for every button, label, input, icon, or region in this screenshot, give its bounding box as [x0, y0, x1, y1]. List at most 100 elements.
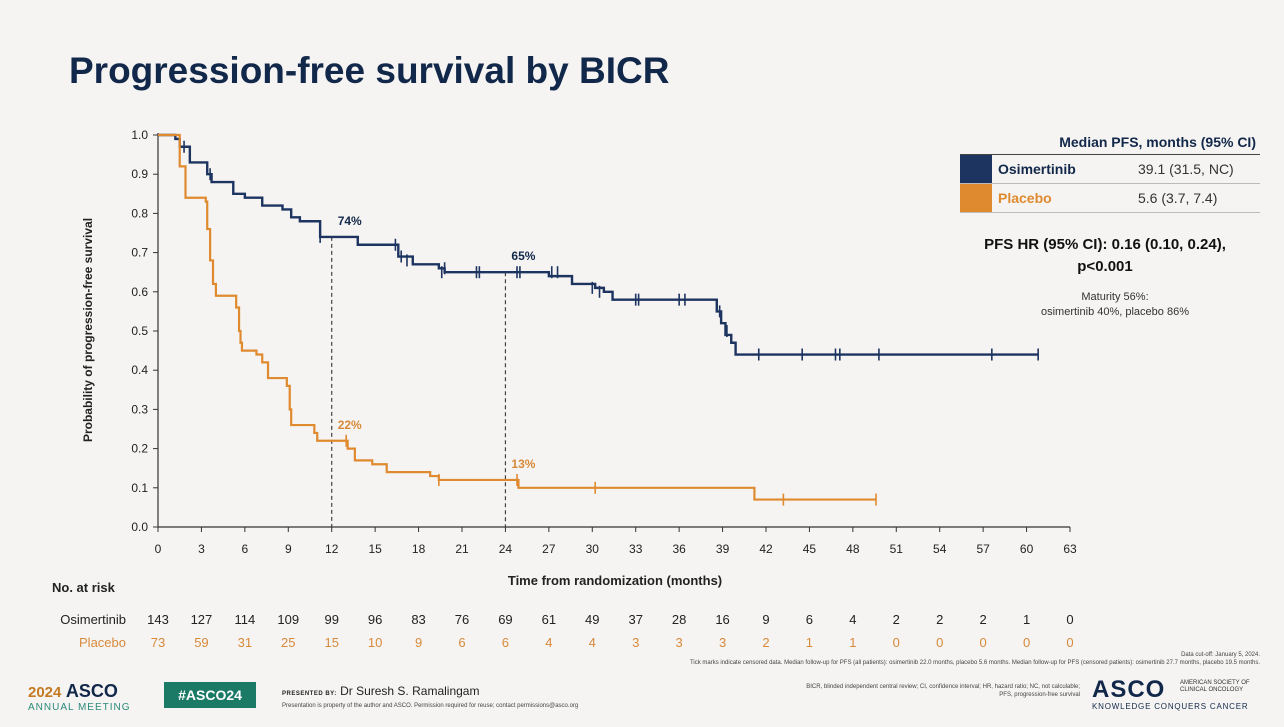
- asco-society-text: AMERICAN SOCIETY OF CLINICAL ONCOLOGY: [1180, 680, 1260, 694]
- risk-count: 15: [324, 635, 338, 650]
- y-tick-label: 0.8: [131, 206, 148, 220]
- legend-name: Osimertinib: [998, 161, 1076, 177]
- x-tick-label: 63: [1063, 542, 1077, 556]
- x-tick-label: 51: [890, 542, 904, 556]
- risk-count: 0: [936, 635, 943, 650]
- median-pfs-legend: Median PFS, months (95% CI) Osimertinib …: [960, 134, 1260, 213]
- risk-count: 10: [368, 635, 382, 650]
- x-tick-label: 27: [542, 542, 556, 556]
- risk-count: 83: [411, 612, 425, 627]
- curves-layer: 74% 65% 22% 13%: [158, 133, 1039, 506]
- risk-count: 76: [455, 612, 469, 627]
- x-tick-label: 39: [716, 542, 730, 556]
- y-tick-label: 0.3: [131, 402, 148, 416]
- legend-row-osimertinib: Osimertinib 39.1 (31.5, NC): [960, 155, 1260, 184]
- risk-count: 0: [1023, 635, 1030, 650]
- risk-count: 99: [324, 612, 338, 627]
- risk-count: 25: [281, 635, 295, 650]
- x-tick-label: 12: [325, 542, 339, 556]
- landmark-label: 22%: [338, 418, 362, 432]
- risk-count: 1: [806, 635, 813, 650]
- risk-count: 28: [672, 612, 686, 627]
- y-tick-label: 0.7: [131, 246, 148, 260]
- presenter-name: Dr Suresh S. Ramalingam: [340, 684, 480, 698]
- landmark-label: 74%: [338, 214, 362, 228]
- landmark-label: 65%: [511, 249, 535, 263]
- x-tick-label: 24: [499, 542, 513, 556]
- series-line-osimertinib: [158, 133, 1039, 356]
- maturity-note: Maturity 56%: osimertinib 40%, placebo 8…: [980, 290, 1250, 320]
- risk-count: 6: [806, 612, 813, 627]
- risk-count: 2: [893, 612, 900, 627]
- x-tick-label: 36: [672, 542, 686, 556]
- hazard-ratio-text: PFS HR (95% CI): 0.16 (0.10, 0.24), p<0.…: [935, 234, 1275, 278]
- risk-count: 127: [191, 612, 213, 627]
- abbrev-line-1: BICR, blinded independent central review…: [806, 684, 1080, 690]
- data-cutoff-note: Data cut-off: January 5, 2024.: [1181, 652, 1260, 658]
- y-tick-label: 0.1: [131, 481, 148, 495]
- x-tick-label: 15: [368, 542, 382, 556]
- x-tick-label: 18: [412, 542, 426, 556]
- legend-value: 39.1 (31.5, NC): [1138, 161, 1234, 177]
- legend-header: Median PFS, months (95% CI): [960, 134, 1260, 155]
- x-tick-label: 54: [933, 542, 947, 556]
- x-tick-label: 33: [629, 542, 643, 556]
- risk-count: 0: [1066, 612, 1073, 627]
- x-tick-label: 6: [242, 542, 249, 556]
- y-tick-label: 0.9: [131, 167, 148, 181]
- y-tick-label: 0.5: [131, 324, 148, 338]
- risk-count: 114: [234, 612, 255, 627]
- axes-layer: 0.00.10.20.30.40.50.60.70.80.91.00 3 6 9 12 1…: [131, 128, 1077, 556]
- risk-table-layer: Osimertinib 143 127 114 109 99 96 83 76 69 61 49 37 2…: [60, 612, 1073, 650]
- logo-year: 2024: [28, 684, 62, 701]
- risk-count: 49: [585, 612, 599, 627]
- risk-count: 2: [762, 635, 769, 650]
- risk-count: 73: [151, 635, 165, 650]
- x-tick-label: 45: [803, 542, 817, 556]
- legend-row-placebo: Placebo 5.6 (3.7, 7.4): [960, 184, 1260, 213]
- x-tick-label: 48: [846, 542, 860, 556]
- property-note: Presentation is property of the author a…: [282, 703, 579, 709]
- asco-logo-text: ASCO: [1092, 676, 1166, 703]
- risk-count: 109: [277, 612, 299, 627]
- risk-count: 9: [415, 635, 422, 650]
- risk-count: 2: [936, 612, 943, 627]
- x-tick-label: 9: [285, 542, 292, 556]
- risk-count: 59: [194, 635, 208, 650]
- page-title: Progression-free survival by BICR: [69, 50, 670, 91]
- logo-meeting: ANNUAL MEETING: [28, 702, 131, 713]
- society-line-1: AMERICAN SOCIETY OF: [1180, 680, 1250, 686]
- risk-count: 69: [498, 612, 512, 627]
- risk-count: 0: [893, 635, 900, 650]
- risk-row-label: Osimertinib: [60, 612, 126, 627]
- maturity-line-2: osimertinib 40%, placebo 86%: [1041, 306, 1189, 318]
- risk-count: 3: [632, 635, 639, 650]
- risk-count: 1: [849, 635, 856, 650]
- x-tick-label: 21: [455, 542, 469, 556]
- risk-count: 96: [368, 612, 382, 627]
- x-tick-label: 0: [155, 542, 162, 556]
- risk-count: 9: [762, 612, 769, 627]
- risk-count: 3: [676, 635, 683, 650]
- placebo-swatch: [960, 184, 992, 212]
- risk-count: 0: [980, 635, 987, 650]
- y-tick-label: 0.2: [131, 442, 148, 456]
- risk-row-label: Placebo: [79, 635, 126, 650]
- maturity-line-1: Maturity 56%:: [1081, 291, 1149, 303]
- tick-mark-note: Tick marks indicate censored data. Media…: [689, 660, 1260, 666]
- landmark-label: 13%: [511, 457, 535, 471]
- risk-count: 4: [545, 635, 552, 650]
- risk-header: No. at risk: [52, 580, 116, 595]
- x-tick-label: 30: [586, 542, 600, 556]
- legend-value: 5.6 (3.7, 7.4): [1138, 190, 1218, 206]
- abbrev-line-2: PFS, progression-free survival: [999, 692, 1080, 698]
- asco-tagline: KNOWLEDGE CONQUERS CANCER: [1092, 702, 1249, 711]
- society-line-2: CLINICAL ONCOLOGY: [1180, 687, 1244, 693]
- y-tick-label: 0.0: [131, 520, 148, 534]
- risk-count: 6: [502, 635, 509, 650]
- legend-name: Placebo: [998, 190, 1052, 206]
- x-tick-label: 57: [976, 542, 990, 556]
- y-tick-label: 1.0: [131, 128, 148, 142]
- asco-logo: ASCO AMERICAN SOCIETY OF CLINICAL ONCOLO…: [1092, 676, 1250, 711]
